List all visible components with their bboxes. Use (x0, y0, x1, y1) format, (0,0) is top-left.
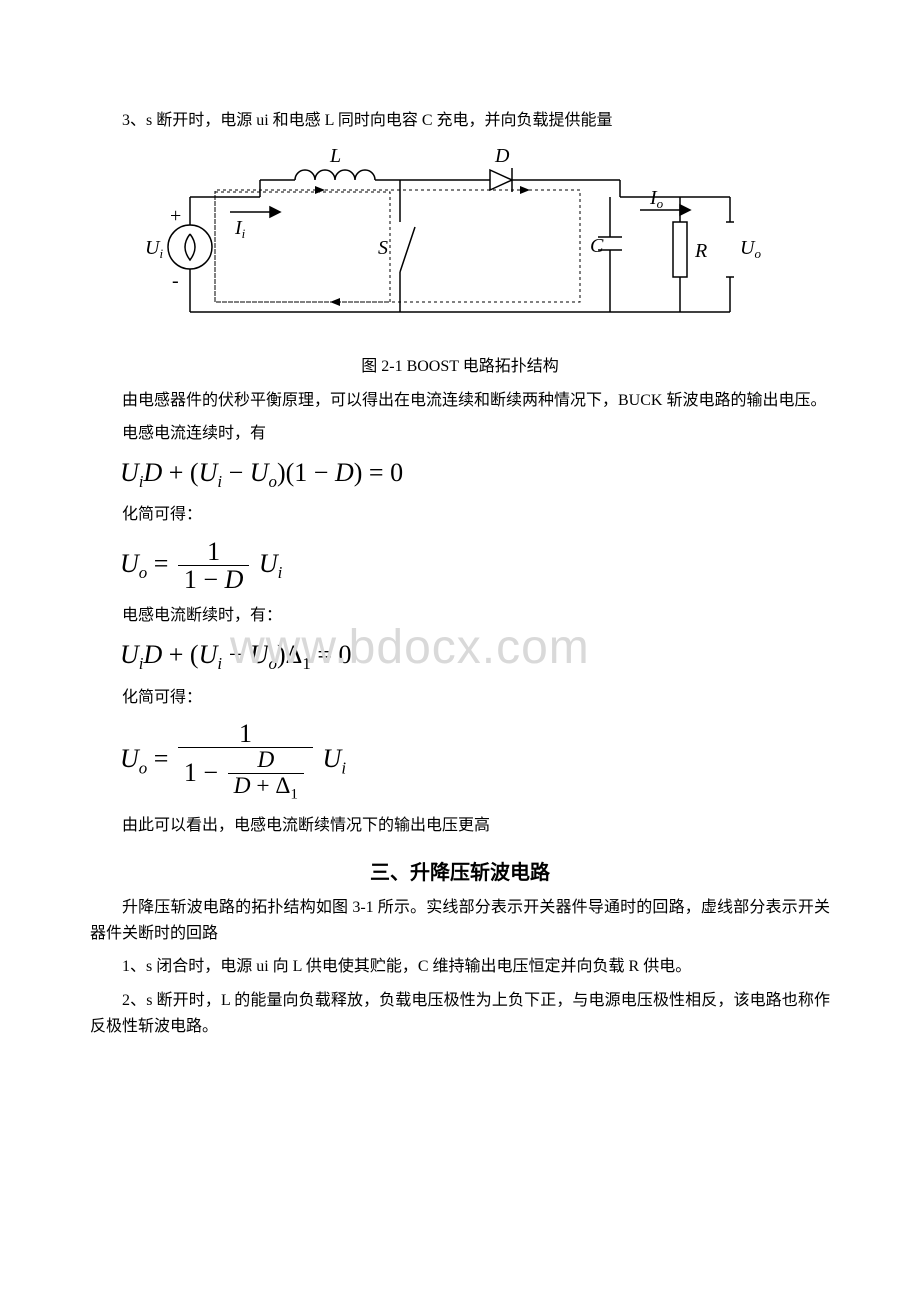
equation-3: UiD + (Ui − Uo)Δ1 = 0 (120, 639, 830, 674)
label-C: C (590, 235, 604, 257)
equation-4: Uo = 1 1 − D D + Δ1 Ui (120, 720, 830, 802)
label-plus: + (170, 205, 181, 227)
body-p3: 化简可得： (90, 502, 830, 528)
equation-1: UiD + (Ui − Uo)(1 − D) = 0 (120, 457, 830, 492)
label-D: D (494, 145, 510, 167)
equation-2: Uo = 11 − D Ui (120, 538, 830, 594)
label-Ui: Ui (145, 237, 163, 261)
label-Ii: Ii (234, 217, 246, 241)
figure-caption: 图 2-1 BOOST 电路拓扑结构 (90, 352, 830, 376)
label-R: R (694, 240, 707, 262)
label-Io: Io (649, 187, 664, 211)
label-S: S (378, 237, 388, 259)
body-p4: 电感电流断续时，有： (90, 603, 830, 629)
section3-p2: 1、s 闭合时，电源 ui 向 L 供电使其贮能，C 维持输出电压恒定并向负载 … (90, 954, 830, 980)
body-p2: 电感电流连续时，有 (90, 421, 830, 447)
section3-p1: 升降压斩波电路的拓扑结构如图 3-1 所示。实线部分表示开关器件导通时的回路，虚… (90, 895, 830, 946)
label-Uo: Uo (740, 237, 761, 261)
boost-circuit-figure: L D S C R Ui Uo Ii Io + - (140, 142, 780, 342)
body-p5: 化简可得： (90, 685, 830, 711)
section3-title: 三、升降压斩波电路 (90, 856, 830, 885)
body-p6: 由此可以看出，电感电流断续情况下的输出电压更高 (90, 813, 830, 839)
section3-p3: 2、s 断开时，L 的能量向负载释放，负载电压极性为上负下正，与电源电压极性相反… (90, 988, 830, 1039)
body-p1: 由电感器件的伏秒平衡原理，可以得出在电流连续和断续两种情况下，BUCK 斩波电路… (90, 388, 830, 414)
intro-point-3: 3、s 断开时，电源 ui 和电感 L 同时向电容 C 充电，并向负载提供能量 (90, 108, 830, 134)
document-page: www.bdocx.com 3、s 断开时，电源 ui 和电感 L 同时向电容 … (0, 0, 920, 1107)
label-L: L (329, 145, 341, 167)
label-minus: - (172, 270, 179, 292)
